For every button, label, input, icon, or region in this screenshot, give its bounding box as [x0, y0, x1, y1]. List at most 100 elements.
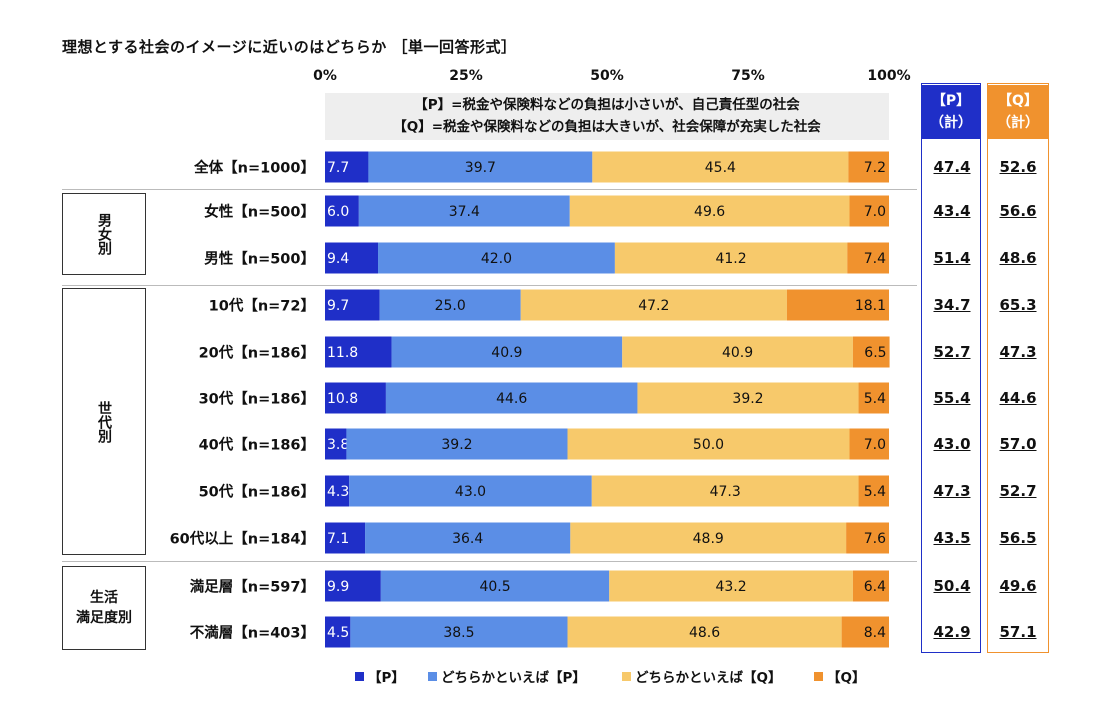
definition-q: 【Q】=税金や保険料などの負担は大きいが、社会保障が充実した社会: [393, 119, 821, 135]
data-label-lean-q: 48.6: [689, 625, 720, 641]
data-label-lean-q: 45.4: [705, 160, 736, 176]
separator-line: [62, 561, 917, 562]
data-label-p: 7.1: [327, 531, 349, 547]
data-label-lean-p: 40.9: [491, 345, 522, 361]
data-label-lean-q: 39.2: [732, 391, 763, 407]
data-label-p: 9.7: [327, 298, 349, 314]
row-label: 女性【n=500】: [204, 204, 315, 221]
p-total-header-line1: 【P】: [931, 93, 971, 109]
bar-segment-lean-p: [346, 428, 568, 460]
data-label-p: 6.0: [327, 204, 349, 220]
row-label: 60代以上【n=184】: [169, 531, 315, 548]
data-label-q: 7.2: [864, 160, 886, 176]
bar-segment-p: [325, 289, 380, 321]
legend-label-q: 【Q】: [827, 670, 866, 686]
data-label-lean-p: 42.0: [481, 251, 512, 267]
data-label-q: 5.4: [864, 391, 886, 407]
data-label-lean-p: 36.4: [452, 531, 483, 547]
q-total-value: 52.7: [999, 482, 1037, 500]
p-total-value: 50.4: [933, 577, 971, 595]
bar-segment-lean-p: [365, 522, 571, 554]
data-label-q: 7.6: [864, 531, 886, 547]
bar-segment-q: [849, 195, 889, 227]
p-total-value: 47.4: [933, 158, 971, 176]
data-label-lean-p: 43.0: [455, 484, 486, 500]
bar-segment-q: [848, 151, 889, 183]
row-label: 満足層【n=597】: [189, 579, 315, 596]
data-label-lean-q: 47.2: [638, 298, 669, 314]
group-label-gender-text: 男女別: [96, 213, 112, 255]
x-tick-label: 50%: [590, 68, 624, 84]
q-total-value: 56.6: [999, 202, 1037, 220]
p-total-value: 55.4: [933, 389, 971, 407]
bar-segment-lean-q: [637, 382, 859, 414]
bar-segment-lean-p: [385, 382, 638, 414]
legend-item-lean-q: どちらかといえば【Q】: [622, 666, 781, 686]
bar-segment-lean-q: [622, 336, 853, 368]
q-total-value: 47.3: [999, 343, 1037, 361]
q-total-value: 65.3: [999, 296, 1037, 314]
bar-segment-p: [325, 242, 379, 274]
data-label-p: 11.8: [327, 345, 358, 361]
q-total-value: 56.5: [999, 529, 1037, 547]
bar-segment-p: [325, 336, 392, 368]
legend-swatch-lean-q: [622, 671, 631, 681]
p-total-header-line2: （計）: [930, 115, 972, 131]
bar-segment-q: [852, 570, 889, 602]
q-total-value: 48.6: [999, 249, 1037, 267]
q-total-value: 49.6: [999, 577, 1037, 595]
q-total-value: 52.6: [999, 158, 1037, 176]
definition-box: 【P】=税金や保険料などの負担は小さいが、自己責任型の社会 【Q】=税金や保険料…: [325, 93, 889, 140]
bar-segment-p: [325, 475, 350, 507]
p-total-value: 51.4: [933, 249, 971, 267]
q-total-header-line1: 【Q】: [998, 93, 1038, 109]
q-total-column-frame: [987, 83, 1049, 653]
legend-label-lean-p: どちらかといえば【P】: [441, 670, 586, 686]
bar-segment-lean-p: [391, 336, 623, 368]
data-label-lean-p: 37.4: [449, 204, 480, 220]
row-label: 男性【n=500】: [204, 251, 315, 268]
p-total-value: 52.7: [933, 343, 971, 361]
data-label-q: 7.4: [864, 251, 886, 267]
data-label-p: 9.4: [327, 251, 349, 267]
group-label-life-line1: 生活: [90, 590, 118, 606]
legend-item-q: 【Q】: [814, 666, 865, 686]
row-label: 20代【n=186】: [198, 345, 315, 362]
bar-segment-lean-q: [570, 522, 847, 554]
data-label-q: 5.4: [864, 484, 886, 500]
bar-segment-lean-q: [592, 151, 849, 183]
x-tick-label: 25%: [449, 68, 483, 84]
group-label-life: 生活 満足度別: [62, 566, 146, 650]
legend-label-p: 【P】: [368, 670, 405, 686]
row-label: 10代【n=72】: [208, 298, 315, 315]
data-label-lean-p: 38.5: [443, 625, 474, 641]
data-label-lean-q: 50.0: [693, 437, 724, 453]
q-total-value: 44.6: [999, 389, 1037, 407]
bar-segment-q: [786, 289, 889, 321]
data-label-lean-p: 25.0: [435, 298, 466, 314]
p-total-value: 34.7: [933, 296, 971, 314]
data-label-q: 18.1: [855, 298, 886, 314]
legend-swatch-p: [355, 671, 364, 681]
p-total-value: 47.3: [933, 482, 971, 500]
chart-title: 理想とする社会のイメージに近いのはどちらか ［単一回答形式］: [62, 38, 517, 56]
bar-segment-q: [852, 336, 890, 368]
data-label-lean-q: 41.2: [715, 251, 746, 267]
data-label-lean-p: 40.5: [479, 579, 510, 595]
group-label-age: 世代別: [62, 288, 146, 555]
separator-line: [62, 285, 917, 286]
p-total-header: 【P】 （計）: [922, 85, 980, 139]
p-total-value: 43.4: [933, 202, 971, 220]
bar-segment-q: [849, 428, 889, 460]
p-total-value: 42.9: [933, 623, 971, 641]
x-tick-label: 75%: [731, 68, 765, 84]
legend-label-lean-q: どちらかといえば【Q】: [635, 670, 782, 686]
bar-segment-lean-q: [609, 570, 853, 602]
bar-segment-p: [325, 616, 351, 648]
x-tick-label: 0%: [313, 68, 337, 84]
bar-segment-q: [847, 242, 889, 274]
data-label-q: 8.4: [864, 625, 886, 641]
legend-item-p: 【P】: [355, 666, 405, 686]
row-label: 30代【n=186】: [198, 391, 315, 408]
legend-swatch-q: [814, 671, 823, 681]
